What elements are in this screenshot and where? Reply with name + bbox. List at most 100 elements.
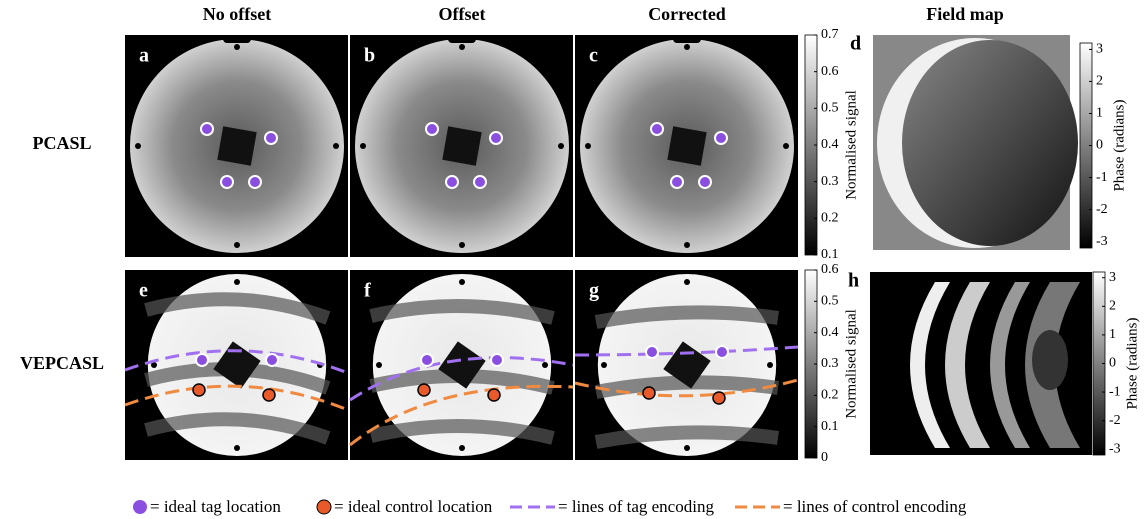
legend-text: = lines of control encoding bbox=[783, 497, 967, 516]
tag-location bbox=[420, 353, 434, 367]
colorbar-tick-label: 1 bbox=[1096, 106, 1103, 121]
colorbar-label: Normalised signal bbox=[843, 309, 859, 419]
fiducial bbox=[684, 44, 690, 50]
control-location bbox=[192, 383, 206, 397]
control-location bbox=[712, 391, 726, 405]
tag-marker bbox=[133, 500, 147, 514]
tag-location bbox=[220, 175, 234, 189]
colorbars: 0.7 0.6 0.5 0.4 0.3 0.2 0.1 Normalised signal 3 2… bbox=[804, 27, 1140, 465]
colorbar-tick-label: 0.1 bbox=[821, 247, 839, 262]
fiducial bbox=[333, 143, 339, 149]
colorbar-label: Normalised signal bbox=[843, 90, 859, 200]
tag-location bbox=[714, 131, 728, 145]
phase-hole bbox=[1032, 330, 1068, 390]
fiducial bbox=[234, 242, 240, 248]
insert bbox=[217, 126, 257, 166]
panel-label: a bbox=[139, 45, 149, 67]
tag-location bbox=[445, 175, 459, 189]
legend: = ideal tag location = ideal control loc… bbox=[133, 497, 967, 516]
row-label: PCASL bbox=[32, 133, 91, 153]
fiducial bbox=[151, 362, 157, 368]
insert bbox=[438, 341, 486, 389]
control-location bbox=[487, 388, 501, 402]
tag-location bbox=[650, 122, 664, 136]
fiducial bbox=[234, 279, 240, 285]
column-title: Corrected bbox=[648, 4, 726, 24]
colorbar-label: Phase (radians) bbox=[1111, 99, 1127, 191]
control-location bbox=[417, 383, 431, 397]
tag-location bbox=[698, 175, 712, 189]
colorbar-tick-label: 0.6 bbox=[821, 262, 839, 277]
notch bbox=[223, 35, 251, 43]
fiducial bbox=[542, 362, 548, 368]
insert bbox=[442, 126, 482, 166]
colorbar-tick-label: 1 bbox=[1109, 327, 1116, 342]
fiducial bbox=[459, 44, 465, 50]
insert bbox=[213, 341, 261, 389]
control-location bbox=[262, 388, 276, 402]
band bbox=[594, 305, 779, 329]
colorbar-tick-label: 0.3 bbox=[821, 174, 839, 189]
colorbar-tick-label: 0.3 bbox=[821, 356, 839, 371]
field-map bbox=[902, 40, 1078, 246]
insert bbox=[663, 341, 711, 389]
colorbar-tick-label: 0.2 bbox=[821, 388, 839, 403]
fiducial bbox=[234, 44, 240, 50]
fiducial bbox=[234, 445, 240, 451]
panel-label: c bbox=[589, 45, 598, 67]
tag-encoding-line bbox=[124, 349, 349, 375]
tag-location bbox=[425, 122, 439, 136]
colorbar-tick-label: -1 bbox=[1096, 170, 1108, 185]
fiducial bbox=[360, 143, 366, 149]
row-label: VEPCASL bbox=[20, 353, 104, 373]
column-title: Offset bbox=[439, 4, 486, 24]
phase-wrap bbox=[910, 282, 950, 448]
tag-location bbox=[264, 131, 278, 145]
control-location bbox=[642, 386, 656, 400]
fiducial bbox=[684, 279, 690, 285]
tag-location bbox=[195, 353, 209, 367]
panel-label: h bbox=[848, 270, 859, 292]
phase-wrap bbox=[990, 282, 1030, 448]
colorbar-tick-label: 0.4 bbox=[821, 325, 839, 340]
colorbar-tick-label: -3 bbox=[1096, 234, 1108, 249]
control-marker bbox=[316, 499, 332, 515]
control-encoding-line bbox=[574, 378, 799, 398]
tag-location bbox=[645, 345, 659, 359]
legend-text: = lines of tag encoding bbox=[558, 497, 714, 516]
colorbar-tick-label: 0 bbox=[1109, 356, 1116, 371]
legend-text: = ideal tag location bbox=[150, 497, 281, 516]
control-encoding-line bbox=[124, 384, 349, 412]
band bbox=[144, 412, 331, 445]
phase-wrap bbox=[945, 282, 990, 448]
band bbox=[144, 292, 331, 325]
panel-label: b bbox=[364, 45, 375, 67]
colorbar-tick-label: -3 bbox=[1109, 442, 1121, 457]
fiducial bbox=[585, 143, 591, 149]
tag-location bbox=[265, 353, 279, 367]
colorbar-tick-label: 3 bbox=[1096, 42, 1103, 57]
band bbox=[369, 299, 555, 325]
tag-encoding-line bbox=[349, 356, 574, 402]
panel-label: g bbox=[589, 280, 599, 302]
notch bbox=[448, 35, 476, 43]
colorbar-tick-label: 0.2 bbox=[821, 211, 839, 226]
fiducial bbox=[783, 143, 789, 149]
control-encoding-line bbox=[349, 384, 574, 447]
colorbar-label: Phase (radians) bbox=[1124, 317, 1140, 409]
colorbar-tick-label: -2 bbox=[1096, 202, 1108, 217]
colorbar-tick-label: 3 bbox=[1109, 270, 1116, 285]
colorbar-tick-label: 0.5 bbox=[821, 294, 839, 309]
panels: a b c e f g d h bbox=[124, 33, 1092, 460]
colorbar-tick-label: 0 bbox=[1096, 138, 1103, 153]
colorbar-tick-label: 0.7 bbox=[821, 27, 839, 42]
legend-text: = ideal control location bbox=[334, 497, 493, 516]
fiducial bbox=[684, 445, 690, 451]
fiducial bbox=[601, 362, 607, 368]
tag-location bbox=[490, 353, 504, 367]
tag-location bbox=[473, 175, 487, 189]
fiducial bbox=[459, 242, 465, 248]
colorbar-tick-label: 0.4 bbox=[821, 137, 839, 152]
colorbar-tick-label: -2 bbox=[1109, 413, 1121, 428]
